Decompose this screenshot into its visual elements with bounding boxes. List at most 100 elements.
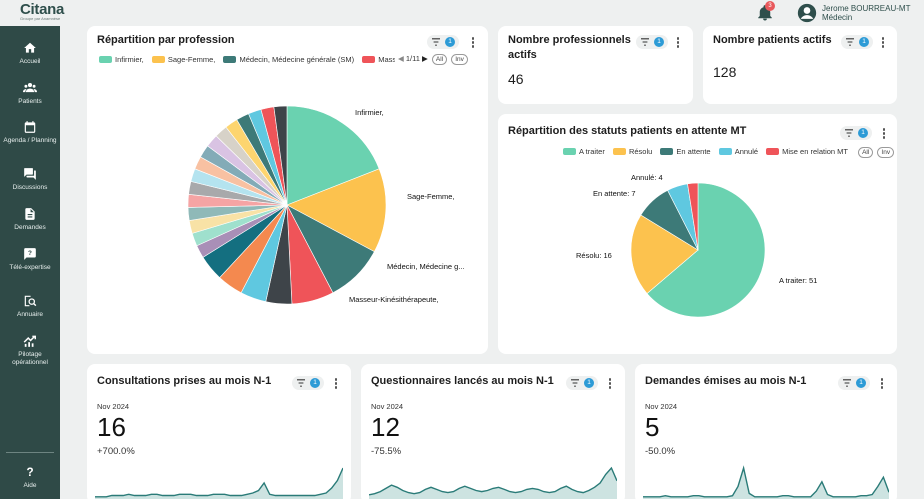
notification-badge: 3 xyxy=(765,1,775,11)
filter-button[interactable]: 1 xyxy=(427,35,459,49)
sidebar-item-patients[interactable]: Patients xyxy=(0,81,60,106)
legend-label: Sage-Femme, xyxy=(167,55,216,64)
legend-label: Annulé xyxy=(734,147,759,156)
profession-distribution-card: Répartition par profession 1 Infirmier, … xyxy=(87,26,488,354)
pie-slice-4[interactable] xyxy=(687,182,699,251)
app-logo[interactable]: Citana xyxy=(20,1,65,18)
legend-label: En attente xyxy=(676,147,711,156)
filter-button[interactable]: 1 xyxy=(841,35,873,49)
more-options-icon[interactable] xyxy=(880,36,886,50)
legend-item[interactable]: A traiter xyxy=(563,147,605,156)
kpi-value: 12 xyxy=(371,412,400,442)
app-logo-subtitle: Groupe par Anamnèse xyxy=(20,16,61,21)
legend-swatch xyxy=(563,148,576,155)
filter-button[interactable]: 1 xyxy=(566,376,598,390)
filter-button[interactable]: 1 xyxy=(838,376,870,390)
avatar-icon[interactable] xyxy=(797,3,817,23)
card-title-line1: Nombre professionnels xyxy=(508,34,631,46)
kpi-date: Nov 2024 xyxy=(645,402,678,411)
legend-item[interactable]: Sage-Femme, xyxy=(151,55,216,64)
more-options-icon[interactable] xyxy=(470,36,476,50)
filter-icon xyxy=(432,38,440,46)
sidebar-item-discussions[interactable]: Discussions xyxy=(0,167,60,192)
sidebar: Accueil Patients Agenda / Planning Discu… xyxy=(0,26,60,499)
legend-all-button[interactable]: All xyxy=(858,147,874,158)
legend-item[interactable]: Mass xyxy=(362,55,395,64)
pie-label-resolu: Résolu: 16 xyxy=(576,251,612,260)
more-options-icon[interactable] xyxy=(675,36,681,50)
legend-swatch xyxy=(660,148,674,155)
kpi-sparkline xyxy=(95,467,343,499)
filter-icon xyxy=(571,379,579,387)
pie-label-a-traiter: A traiter: 51 xyxy=(779,276,818,285)
pie-slice-0[interactable] xyxy=(286,105,380,206)
kpi-delta: +700.0% xyxy=(97,446,135,457)
more-options-icon[interactable] xyxy=(881,127,887,141)
document-icon xyxy=(25,208,35,220)
pie-label-infirmier: Infirmier, xyxy=(355,108,384,117)
sidebar-divider xyxy=(6,452,54,453)
filter-count-badge: 1 xyxy=(859,37,869,47)
filter-button[interactable]: 1 xyxy=(292,376,324,390)
svg-text:?: ? xyxy=(26,466,33,479)
legend-item[interactable]: Résolu xyxy=(612,147,652,156)
kpi-value: 16 xyxy=(97,412,126,442)
legend-swatch xyxy=(99,56,112,63)
sidebar-item-aide[interactable]: ? Aide xyxy=(0,465,60,490)
filter-button[interactable]: 1 xyxy=(636,35,668,49)
kpi-date: Nov 2024 xyxy=(371,402,404,411)
kpi-delta: -50.0% xyxy=(645,446,676,457)
more-options-icon[interactable] xyxy=(607,377,613,391)
legend-item[interactable]: En attente xyxy=(660,147,711,156)
pie-label-medecin: Médecin, Médecine g... xyxy=(387,262,465,271)
user-role: Médecin xyxy=(822,13,853,22)
legend-all-button[interactable]: All xyxy=(431,54,448,65)
legend-label: Infirmier, xyxy=(115,55,144,64)
directory-icon xyxy=(24,295,37,307)
sidebar-item-annuaire[interactable]: Annuaire xyxy=(0,294,60,319)
sidebar-item-tele-expertise[interactable]: ? Télé-expertise xyxy=(0,247,60,272)
legend-inv-button[interactable]: Inv xyxy=(451,54,468,65)
legend-item[interactable]: Infirmier, xyxy=(99,55,144,64)
pie-slice-1[interactable] xyxy=(286,168,387,253)
filter-button[interactable]: 1 xyxy=(840,126,872,140)
more-options-icon[interactable] xyxy=(879,377,885,391)
top-bar: Citana Groupe par Anamnèse 3 Jerome BOUR… xyxy=(0,0,924,26)
filter-icon xyxy=(641,38,649,46)
sidebar-item-label: Annuaire xyxy=(16,311,44,318)
sidebar-item-pilotage[interactable]: Pilotage opérationnel xyxy=(0,334,60,366)
active-patients-value: 128 xyxy=(713,64,737,80)
card-title: Consultations prises au mois N-1 xyxy=(97,375,272,387)
filter-icon xyxy=(846,38,854,46)
pie-slice-1[interactable] xyxy=(630,214,699,294)
sidebar-item-label: Pilotage opérationnel xyxy=(12,351,48,366)
pie-slice-0[interactable] xyxy=(646,182,766,318)
chart-legend: Infirmier, Sage-Femme, Médecin, Médecine… xyxy=(99,55,395,64)
more-options-icon[interactable] xyxy=(333,377,339,391)
legend-label: Mass xyxy=(378,55,395,64)
pager-next-icon[interactable]: ▶ xyxy=(422,54,428,63)
pilotage-icon xyxy=(23,335,36,347)
sidebar-item-accueil[interactable]: Accueil xyxy=(0,41,60,66)
sidebar-item-demandes[interactable]: Demandes xyxy=(0,207,60,232)
sparkline-line xyxy=(643,465,889,498)
pie-slice-23[interactable] xyxy=(273,105,288,206)
sidebar-item-label: Demandes xyxy=(14,224,46,231)
pie-label-en-attente: En attente: 7 xyxy=(593,189,636,198)
legend-item[interactable]: Médecin, Médecine générale (SM) xyxy=(223,55,354,64)
chat-icon xyxy=(24,168,36,180)
sidebar-item-label: Patients xyxy=(18,98,42,105)
user-name[interactable]: Jerome BOURREAU-MT xyxy=(822,4,911,13)
legend-item[interactable]: Annulé xyxy=(718,147,759,156)
legend-swatch xyxy=(766,148,780,155)
filter-count-badge: 1 xyxy=(310,378,320,388)
legend-swatch xyxy=(718,148,732,155)
sidebar-item-agenda[interactable]: Agenda / Planning xyxy=(0,120,60,145)
card-title: Répartition des statuts patients en atte… xyxy=(508,125,747,137)
legend-inv-button[interactable]: Inv xyxy=(877,147,895,158)
kpi-delta: -75.5% xyxy=(371,446,402,457)
legend-item[interactable]: Mise en relation MT xyxy=(766,147,848,156)
pager-prev-icon[interactable]: ◀ xyxy=(398,54,404,63)
home-icon xyxy=(24,42,36,53)
kpi-sparkline xyxy=(643,465,889,499)
